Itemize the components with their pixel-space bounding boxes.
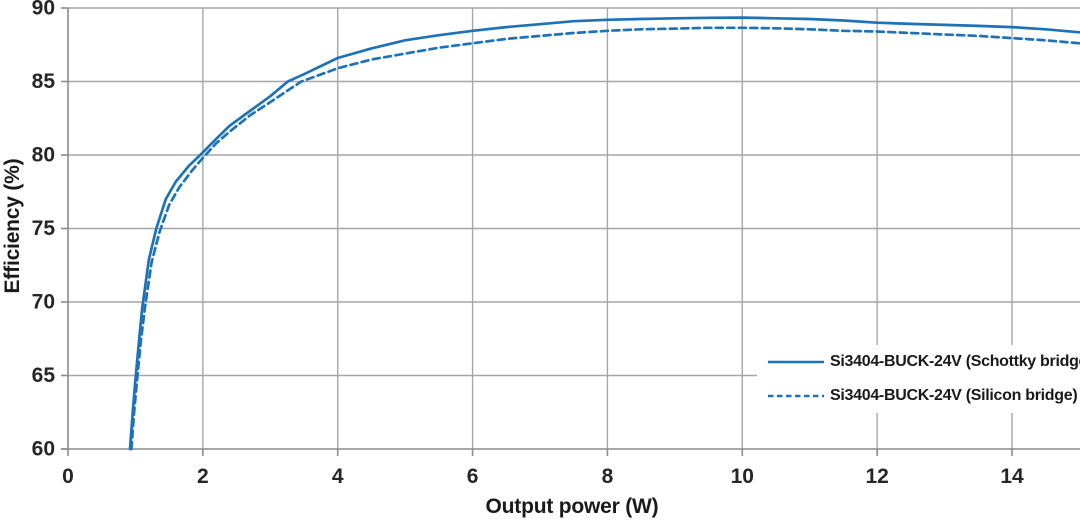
y-tick-label: 85 [32,70,56,93]
solid-line-swatch-icon [768,360,824,364]
x-tick-label: 4 [332,465,344,488]
series-line-schottky [128,16,1080,451]
x-axis-title: Output power (W) [485,495,659,518]
y-axis-title: Efficiency (%) [1,158,24,294]
x-tick-label: 0 [62,465,74,488]
legend: Si3404-BUCK-24V (Schottky bridge) Si3404… [757,345,1080,413]
x-tick-label: 6 [467,465,479,488]
y-tick-label: 90 [32,0,55,20]
y-tick-label: 65 [32,364,56,387]
y-tick-label: 70 [32,291,55,314]
y-tick-label: 60 [32,438,55,461]
x-tick-label: 14 [1000,465,1024,488]
x-tick-label: 10 [731,465,754,488]
legend-label-schottky: Si3404-BUCK-24V (Schottky bridge) [830,353,1080,370]
series-line-silicon [130,26,1080,451]
legend-label-silicon: Si3404-BUCK-24V (Silicon bridge) [830,387,1078,404]
x-tick-label: 2 [197,465,209,488]
legend-item-schottky: Si3404-BUCK-24V (Schottky bridge) [757,345,1080,379]
dashed-line-swatch-icon [768,394,824,398]
legend-item-silicon: Si3404-BUCK-24V (Silicon bridge) [757,379,1080,413]
x-tick-label: 12 [865,465,888,488]
x-tick-label: 8 [602,465,614,488]
y-tick-label: 80 [32,144,55,167]
y-tick-label: 75 [32,217,56,240]
